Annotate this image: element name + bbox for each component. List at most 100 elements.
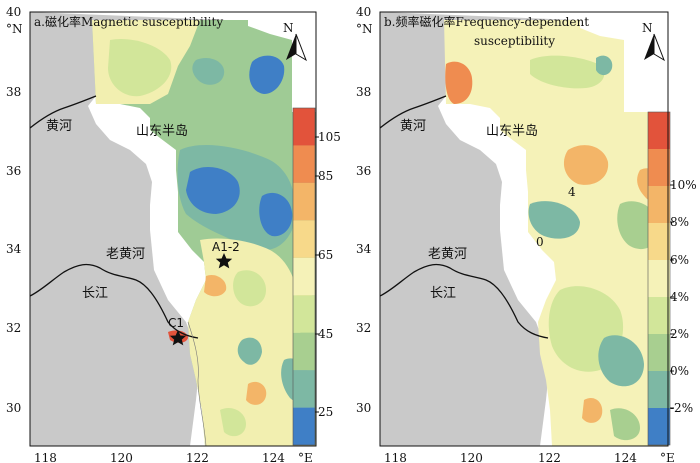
a-ytick-34: 34 [6,242,22,256]
b-xtick-118: 118 [384,451,407,463]
station-a1-2: A1-2 [212,240,240,269]
north-arrow-a: N [283,21,307,62]
label-changjiang-a: 长江 [82,286,108,301]
cbB-swatch-5 [648,223,670,260]
north-arrow-b-right [653,33,665,62]
cbA-swatch-2 [293,332,315,371]
cbB-swatch-0 [648,408,670,445]
cbA-swatch-0 [293,407,315,445]
panel-b-blob-green-n [530,55,605,89]
b-xtick-122: 122 [538,451,561,463]
a-yunit: °N [6,22,23,36]
north-arrow-b-left [644,34,654,60]
panel-b-frame [379,11,669,447]
cbB-swatch-6 [648,186,670,223]
cbB-label-6: 10% [670,178,697,192]
panel-a-coast-s [187,321,207,447]
cbB-swatch-8 [648,112,670,149]
panel-b-title-line2: susceptibility [474,34,555,48]
cbB-label-2: 2% [670,327,689,341]
panel-a-blob-orange-s1 [204,274,227,297]
panel-b-blob-teal-n [596,55,613,76]
cbB-swatch-1 [648,371,670,408]
panel-a-blob-blue-3 [259,192,293,237]
cbB-label-4: 6% [670,253,689,267]
b-xtick-120: 120 [460,451,483,463]
panel-b-yellow-river [379,95,447,129]
b-xunit: °E [660,451,675,463]
b-ytick-32: 32 [356,321,371,335]
cbA-frame [292,107,316,446]
panel-b-contour-0: 0 [536,235,544,249]
a-xtick-120: 120 [110,451,133,463]
panel-a-axes: 118 120 122 124 °E 40 °N 38 36 34 32 30 [6,5,313,463]
cbA-swatch-6 [293,182,315,221]
north-arrow-b-letter: N [642,21,653,35]
panel-a-blob-blue-1 [249,55,285,94]
b-ytick-30: 30 [356,401,371,415]
label-huanghe-b: 黄河 [400,119,426,134]
cbA-label-1: 45 [318,327,333,341]
label-huanghe-a: 黄河 [46,119,72,134]
panel-a-yellow-river [29,95,97,129]
cbA-label-4: 105 [318,130,341,144]
a-xtick-118: 118 [34,451,57,463]
panel-a-title: a.磁化率Magnetic susceptibility [34,14,223,29]
a-ytick-38: 38 [6,85,21,99]
cbB-label-1: 0% [670,364,689,378]
a-ytick-30: 30 [6,401,21,415]
cbA-swatch-4 [293,257,315,296]
a-ytick-36: 36 [6,164,21,178]
cbB-label-0: -2% [670,401,693,415]
cbB-swatch-7 [648,149,670,186]
cbA-swatch-7 [293,145,315,183]
panel-a-field-green-n [108,38,172,97]
panel-a-blob-green-s2 [220,407,246,437]
panel-a-blob-blue-2 [186,167,240,214]
panel-b-axes: 118 120 122 124 °E 40 °N 38 36 34 32 30 [356,5,675,463]
panel-b-blob-orange-s [582,397,603,423]
panel-a-blob-teal-1 [192,57,225,85]
b-ytick-38: 38 [356,85,371,99]
panel-b: 4 0 黄河 山东半岛 老黄河 长江 b.频率磁化率Frequency-depe… [356,5,697,463]
station-c1-label: C1 [168,316,184,330]
cbA-label-3: 85 [318,169,333,183]
panel-b-contour-4: 4 [568,185,576,199]
cbA-swatch-3 [293,295,315,333]
station-c1: C1 [168,316,187,346]
panel-b-blob-orange-c [563,145,609,185]
a-ytick-32: 32 [6,321,21,335]
label-shandong-a: 山东半岛 [136,123,188,139]
label-laohuanghe-b: 老黄河 [428,247,467,262]
north-arrow-a-letter: N [283,21,294,35]
a-ytick-40: 40 [6,5,21,19]
label-changjiang-b: 长江 [430,286,456,301]
panel-a-blob-teal-s1 [237,337,262,365]
panel-b-title-line1: b.频率磁化率Frequency-dependent [384,14,589,29]
panel-a-frame [29,11,317,447]
north-arrow-b: N [642,21,665,62]
panel-b-blob-orange-nw [445,61,473,104]
cbB-swatch-4 [648,260,670,297]
a-xtick-124: 124 [262,451,285,463]
b-ytick-36: 36 [356,164,371,178]
panel-b-blob-teal-w [528,201,580,239]
cbA-label-2: 65 [318,248,333,262]
cbB-frame [647,111,671,446]
colorbar-a: 25 45 65 85 105 [292,107,341,446]
b-ytick-40: 40 [356,5,371,19]
cbB-swatch-2 [648,334,670,371]
station-c1-star [169,330,187,346]
b-xtick-124: 124 [614,451,637,463]
b-ytick-34: 34 [356,242,372,256]
colorbar-b: -2% 0% 2% 4% 6% 8% 10% [647,111,697,446]
cbB-swatch-3 [648,297,670,334]
cbA-swatch-8 [293,108,315,146]
north-arrow-a-right [295,33,307,62]
station-a1-2-star [215,253,233,269]
panel-a-yangtze [29,263,199,339]
b-yunit: °N [356,22,373,36]
cbA-swatch-5 [293,220,315,258]
cbB-label-3: 4% [670,290,689,304]
